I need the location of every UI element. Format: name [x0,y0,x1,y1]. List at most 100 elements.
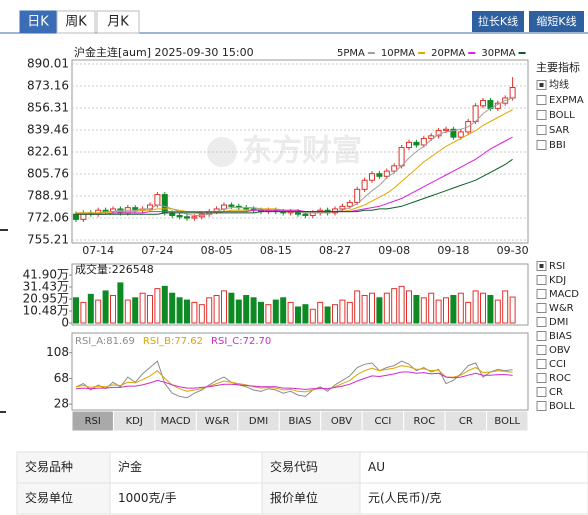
checkbox-label[interactable]: 均线 [549,78,569,91]
checkbox-label[interactable]: BOLL [549,110,575,121]
zoom-button-label[interactable]: 拉长K线 [478,14,518,28]
period-tab[interactable] [19,10,57,34]
period-tab-label[interactable]: 日K [27,15,49,30]
volume-bar [309,308,316,324]
volume-bar [73,297,79,324]
volume-bar [258,301,264,324]
checkbox-tick[interactable] [539,264,544,268]
indicator-tab-label[interactable]: CR [459,416,473,427]
checkbox-label[interactable]: SAR [549,125,569,136]
checkbox-label[interactable]: W&R [549,303,574,314]
rsi-line [75,365,513,393]
candle-body [398,147,405,167]
volume-bar [391,288,398,324]
checkbox-label[interactable]: CCI [549,359,566,370]
candle-body [428,135,435,139]
indicator-tab-label[interactable]: RSI [85,416,101,427]
volume-bar [443,297,449,324]
volume-bar [480,292,486,324]
candle-body [509,87,516,99]
checkbox[interactable] [536,275,547,285]
volume-bar [369,292,375,324]
indicator-tab-label[interactable]: KDJ [126,416,143,427]
indicator-tab-label[interactable]: BIAS [289,416,312,427]
volume-bar [346,301,353,324]
y-tick-label: 108 [46,345,69,359]
checkbox[interactable] [536,401,547,411]
volume-bar [147,295,153,324]
rsi-line [75,371,513,390]
checkbox-label[interactable]: EXPMA [549,95,584,106]
indicator-tab-label[interactable]: BOLL [494,416,520,427]
candle-body [154,194,161,206]
checkbox-label[interactable]: DMI [549,317,568,328]
checkbox-label[interactable]: CR [549,387,563,398]
x-tick-label: 09-18 [437,244,469,257]
legend-label: RSI_A:81.69 [75,336,135,347]
indicator-tab-label[interactable]: W&R [205,416,230,427]
checkbox[interactable] [536,125,547,135]
checkbox-label[interactable]: BBI [549,140,566,151]
table-cell-text: 交易品种 [25,459,73,474]
y-tick-label: 839.46 [27,123,69,137]
y-tick-label: 788.91 [27,189,69,203]
checkbox[interactable] [536,317,547,327]
period-tab-label[interactable]: 周K [65,15,87,30]
indicator-tab-label[interactable]: DMI [249,416,268,427]
checkbox-label[interactable]: MACD [549,289,579,300]
y-tick-label: 10.48万 [23,303,69,317]
indicator-tab[interactable] [486,410,529,432]
zoom-button[interactable] [529,11,584,32]
y-tick-label: 28 [54,397,69,411]
volume-bar [457,292,464,324]
legend-label: RSI_C:72.70 [211,336,271,347]
candle-body [176,214,183,218]
checkbox-label[interactable]: RSI [549,261,565,272]
y-tick-label: 755.21 [27,233,69,247]
checkbox[interactable] [536,345,547,355]
volume-bar [302,304,309,324]
candle-body [302,213,309,216]
candle-body [413,141,420,146]
period-tab[interactable] [56,10,96,34]
volume-bar [472,290,479,324]
volume-bar [383,292,390,324]
volume-bar [117,282,124,324]
checkbox[interactable] [536,373,547,383]
zoom-button[interactable] [472,11,524,32]
checkbox[interactable] [536,331,547,341]
checkbox-label[interactable]: KDJ [549,275,566,286]
volume-bar [250,297,257,324]
checkbox[interactable] [536,140,547,150]
checkbox-label[interactable]: OBV [549,345,570,356]
legend-label: RSI_B:77.62 [143,336,203,347]
indicator-tab-label[interactable]: ROC [413,416,435,427]
period-tab-label[interactable]: 月K [107,15,129,30]
checkbox-label[interactable]: BOLL [549,401,575,412]
checkbox[interactable] [536,110,547,120]
checkbox[interactable] [536,359,547,369]
zoom-button-label[interactable]: 缩短K线 [536,14,576,28]
checkbox[interactable] [536,303,547,313]
checkbox-tick[interactable] [539,83,544,87]
checkbox-label[interactable]: ROC [549,373,571,384]
candle-body [383,170,390,177]
candle-body [191,216,198,219]
period-tab[interactable] [96,10,140,34]
indicator-tab-label[interactable]: CCI [374,416,391,427]
checkbox[interactable] [536,289,547,299]
checkbox[interactable] [536,387,547,397]
x-tick-label: 08-15 [260,244,292,257]
table-cell-text: 交易代码 [270,459,318,474]
volume-bar [339,299,346,324]
volume-bar [124,299,131,324]
indicator-tab-label[interactable]: MACD [161,416,191,427]
checkbox[interactable] [536,95,547,105]
checkbox-label[interactable]: BIAS [549,331,572,342]
watermark: 东方财富 [242,134,362,169]
volume-bar [332,304,338,324]
indicator-tab-label[interactable]: OBV [331,416,352,427]
volume-bar [487,295,494,324]
legend-label: 20PMA [431,48,465,59]
